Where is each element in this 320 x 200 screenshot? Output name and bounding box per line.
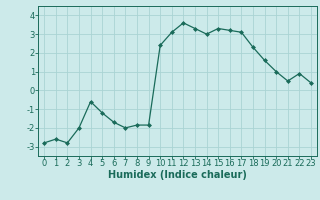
- X-axis label: Humidex (Indice chaleur): Humidex (Indice chaleur): [108, 170, 247, 180]
